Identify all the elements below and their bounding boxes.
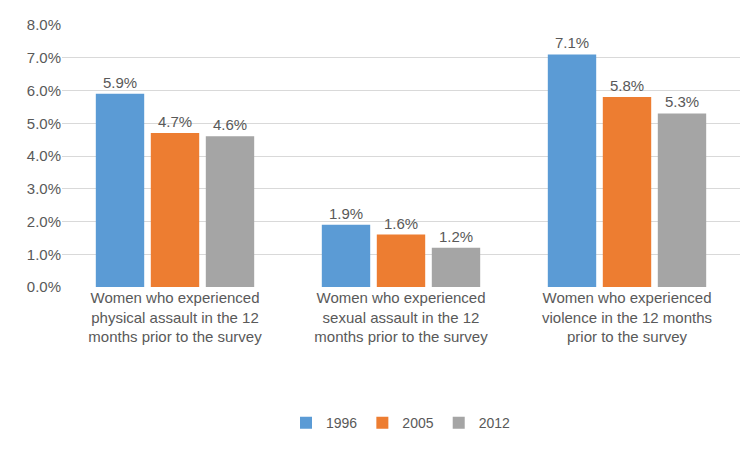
svg-text:5.0%: 5.0% bbox=[27, 115, 61, 132]
svg-text:1.2%: 1.2% bbox=[439, 228, 473, 245]
svg-text:2005: 2005 bbox=[402, 415, 433, 431]
svg-text:1.0%: 1.0% bbox=[27, 246, 61, 263]
svg-text:Women who experiencedviolence: Women who experiencedviolence in the 12 … bbox=[542, 289, 712, 345]
svg-text:7.0%: 7.0% bbox=[27, 49, 61, 66]
svg-text:2.0%: 2.0% bbox=[27, 213, 61, 230]
svg-text:4.0%: 4.0% bbox=[27, 147, 61, 164]
svg-text:8.0%: 8.0% bbox=[27, 16, 61, 33]
svg-text:1.9%: 1.9% bbox=[329, 205, 363, 222]
svg-text:4.6%: 4.6% bbox=[213, 116, 247, 133]
svg-text:6.0%: 6.0% bbox=[27, 82, 61, 99]
svg-text:3.0%: 3.0% bbox=[27, 180, 61, 197]
svg-text:5.9%: 5.9% bbox=[103, 74, 137, 91]
svg-text:5.8%: 5.8% bbox=[610, 77, 644, 94]
svg-text:1.6%: 1.6% bbox=[384, 215, 418, 232]
svg-text:7.1%: 7.1% bbox=[555, 34, 589, 51]
svg-text:Women who experiencedphysical: Women who experiencedphysical assault in… bbox=[88, 289, 262, 345]
svg-text:1996: 1996 bbox=[326, 415, 357, 431]
svg-text:4.7%: 4.7% bbox=[158, 113, 192, 130]
svg-text:5.3%: 5.3% bbox=[665, 93, 699, 110]
svg-text:0.0%: 0.0% bbox=[27, 278, 61, 295]
svg-text:2012: 2012 bbox=[479, 415, 510, 431]
svg-text:Women who experiencedsexual as: Women who experiencedsexual assault in t… bbox=[314, 289, 488, 345]
